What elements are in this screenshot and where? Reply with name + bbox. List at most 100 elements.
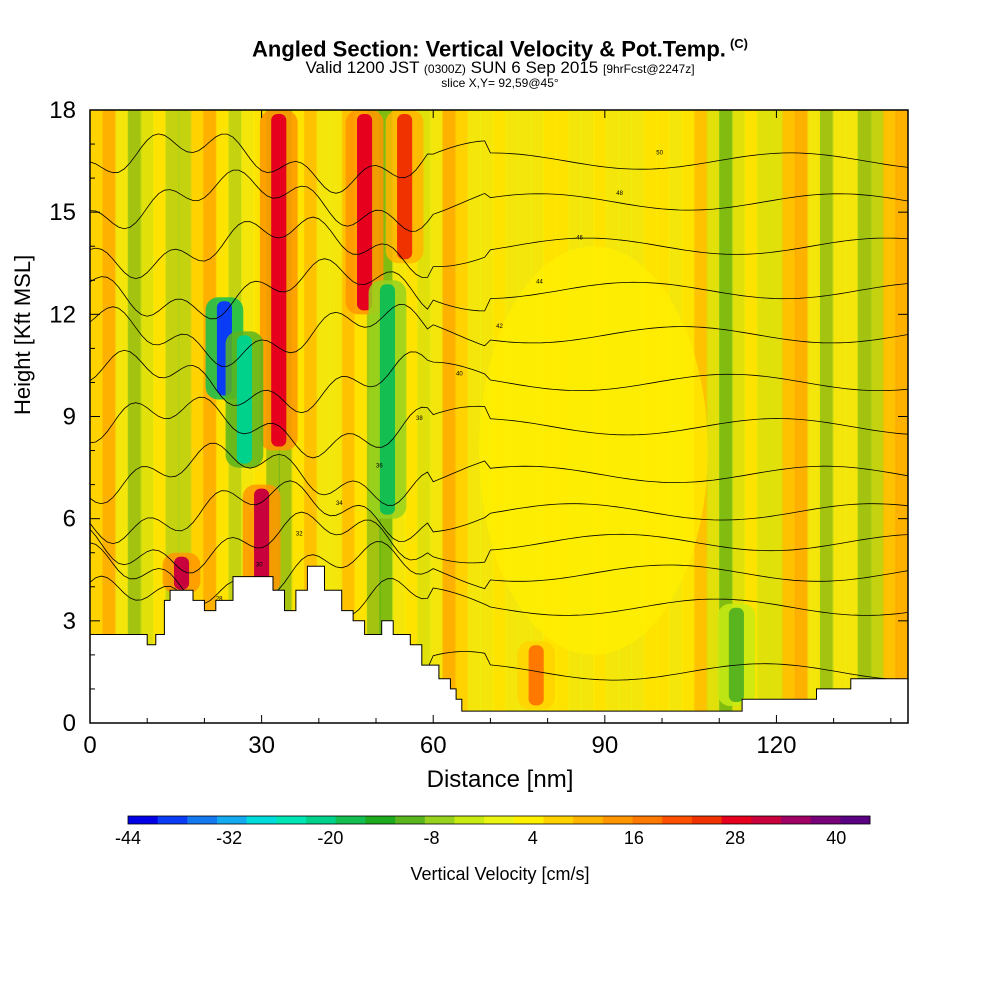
field-band [215,110,230,723]
field-band [857,110,872,723]
colorbar-tick-label: -8 [424,828,440,848]
downdraft-cell [379,284,396,515]
theta-contour-label: 28 [216,596,223,602]
updraft-cell [173,556,190,590]
theta-contour [90,304,908,367]
colorbar-segment [751,816,782,824]
valid-date: SUN 6 Sep 2015 [470,58,599,77]
theta-contour [90,258,908,320]
colorbar-segment [721,816,752,824]
theta-contour-label: 34 [336,501,343,507]
field-band [845,110,859,723]
colorbar-segment [276,816,307,824]
field-core [478,246,708,655]
y-tick-label: 15 [49,199,76,226]
y-tick-label: 0 [63,710,76,737]
theta-contour-label: 50 [656,150,663,156]
colorbar-segment [157,816,188,824]
field-band [744,110,759,723]
x-tick-label: 0 [83,732,96,759]
x-tick-label: 120 [756,732,796,759]
x-tick-label: 90 [591,732,618,759]
theta-contour-label: 44 [536,280,543,286]
theta-contour-label: 46 [576,235,583,241]
chart-subtitle: Valid 1200 JST (0300Z) SUN 6 Sep 2015 [9… [305,58,695,77]
theta-contour [90,216,908,280]
valid-utc: (0300Z) [423,62,466,76]
colorbar-tick-label: -20 [317,828,343,848]
colorbar-segment [543,816,574,824]
field-band [706,110,721,723]
field-band [870,110,884,723]
colorbar: -44 -32 -20 -8 4 16 28 40 [115,815,871,848]
x-tick-label: 30 [248,732,275,759]
field-band [417,110,431,723]
colorbar-tick-label: 16 [624,828,644,848]
field-band [807,110,822,723]
colorbar-segment [306,816,337,824]
field-band [731,110,746,723]
colorbar-segment [573,816,604,824]
colorbar-segment [780,816,812,824]
theta-contour [90,442,908,506]
colorbar-segment [840,816,871,824]
theta-contour [90,133,908,194]
colorbar-segment [454,816,485,824]
field-band [102,110,117,723]
theta-contour-label: 32 [296,532,303,538]
theta-contour-label: 42 [496,324,503,330]
forecast-label: [9hrFcst@2247z] [603,62,695,76]
colorbar-segment [602,816,633,824]
colorbar-segment [128,816,159,824]
theta-contour [90,541,908,604]
field-band [442,110,457,723]
title-unit: (C) [729,36,748,51]
colorbar-segment [187,816,218,824]
updraft-cell [528,645,544,706]
y-tick-label: 9 [63,404,76,431]
downdraft-cell [728,607,744,702]
field-band [127,110,142,723]
downdraft-cell [236,335,252,464]
field-band [429,110,444,723]
field-band [454,110,469,723]
field-band [769,110,784,723]
theta-contour [90,349,908,414]
updraft-cell [397,114,413,260]
chart-title: Angled Section: Vertical Velocity & Pot.… [252,36,748,62]
field-band [115,110,129,723]
colorbar-label: Vertical Velocity [cm/s] [410,864,590,884]
colorbar-segment [810,816,841,824]
field-band [329,110,343,723]
slice-label: slice X,Y= 92,59@45° [441,76,559,90]
theta-contour [90,480,908,545]
colorbar-segment [691,816,722,824]
theta-contour-label: 48 [616,191,623,197]
colorbar-tick-label: 4 [528,828,538,848]
y-tick-label: 6 [63,506,76,533]
theta-contour-label: 38 [416,416,423,422]
x-tick-label: 60 [420,732,447,759]
theta-contour [90,396,908,459]
colorbar-segment [484,816,515,824]
updraft-cell [254,488,270,590]
colorbar-tick-label: -44 [115,828,141,848]
field-band [203,110,217,723]
field-band [756,110,771,723]
updraft-cell [271,114,287,447]
colorbar-segment [246,816,277,824]
colorbar-segment [513,816,544,824]
colorbar-tick-label: -32 [216,828,242,848]
x-axis-label: Distance [nm] [426,766,574,793]
colorbar-frame [127,815,871,825]
terrain-mask [89,565,909,724]
colorbar-segment [365,816,396,824]
colorbar-segment [395,816,426,824]
colorbar-segment [424,816,455,824]
y-tick-label: 3 [63,608,76,635]
theta-contour [90,169,908,232]
y-tick-label: 12 [49,301,76,328]
colorbar-segment [632,816,663,824]
